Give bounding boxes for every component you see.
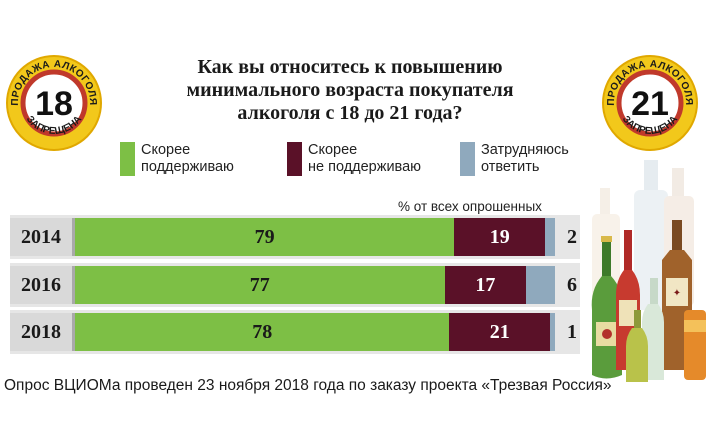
badge-21-number: 21 bbox=[631, 85, 669, 123]
legend-label-support: Скорее поддерживаю bbox=[141, 142, 234, 175]
bottle-yellow-icon bbox=[626, 310, 648, 382]
badge-18-number: 18 bbox=[35, 85, 73, 123]
unit-note: % от всех опрошенных bbox=[398, 199, 542, 214]
svg-text:✦: ✦ bbox=[673, 288, 681, 299]
age-18-prohibition-badge: ПРОДАЖА АЛКОГОЛЯ ЗАПРЕЩЕНА 18 bbox=[6, 55, 102, 151]
legend-label-unsure: Затрудняюсь ответить bbox=[481, 142, 569, 175]
legend-swatch-oppose bbox=[287, 142, 302, 176]
bar-oppose-2014: 19 bbox=[454, 218, 546, 256]
bar-support-2014: 79 bbox=[75, 218, 455, 256]
data-label-oppose-2016: 17 bbox=[475, 273, 496, 296]
data-label-unsure-2014: 2 bbox=[567, 226, 577, 248]
legend-item-support: Скорее поддерживаю bbox=[120, 142, 234, 176]
bar-unsure-2014 bbox=[545, 218, 555, 256]
bar-oppose-2018: 21 bbox=[449, 313, 551, 351]
data-label-oppose-2014: 19 bbox=[489, 225, 510, 248]
bar-support-2018: 78 bbox=[75, 313, 450, 351]
data-label-unsure-2016: 6 bbox=[567, 274, 577, 296]
legend-swatch-support bbox=[120, 142, 135, 176]
bar-oppose-2016: 17 bbox=[444, 266, 527, 304]
chart-title: Как вы относитесь к повышению минимально… bbox=[186, 56, 514, 124]
legend-item-unsure: Затрудняюсь ответить bbox=[460, 142, 569, 176]
bottles-illustration: ✦ bbox=[591, 160, 706, 382]
legend-item-oppose: Скорее не поддерживаю bbox=[287, 142, 421, 176]
data-label-oppose-2018: 21 bbox=[489, 320, 510, 343]
year-label-2018: 2018 bbox=[10, 313, 75, 351]
can-icon bbox=[684, 310, 706, 380]
year-label-2016: 2016 bbox=[10, 266, 75, 304]
legend-label-oppose: Скорее не поддерживаю bbox=[308, 142, 422, 175]
bar-support-2016: 77 bbox=[75, 266, 445, 304]
bar-unsure-2016 bbox=[526, 266, 555, 304]
data-label-unsure-2018: 1 bbox=[567, 321, 577, 343]
age-21-prohibition-badge: ПРОДАЖА АЛКОГОЛЯ ЗАПРЕЩЕНА 21 bbox=[602, 55, 698, 151]
bottle-green-icon bbox=[591, 236, 623, 379]
data-label-support-2014: 79 bbox=[254, 225, 275, 248]
source-note: Опрос ВЦИОМа проведен 23 ноября 2018 год… bbox=[4, 377, 612, 394]
year-label-2014: 2014 bbox=[10, 218, 75, 256]
legend-swatch-unsure bbox=[460, 142, 475, 176]
bar-unsure-2018 bbox=[550, 313, 555, 351]
data-label-support-2016: 77 bbox=[249, 273, 270, 296]
data-label-support-2018: 78 bbox=[252, 320, 273, 343]
